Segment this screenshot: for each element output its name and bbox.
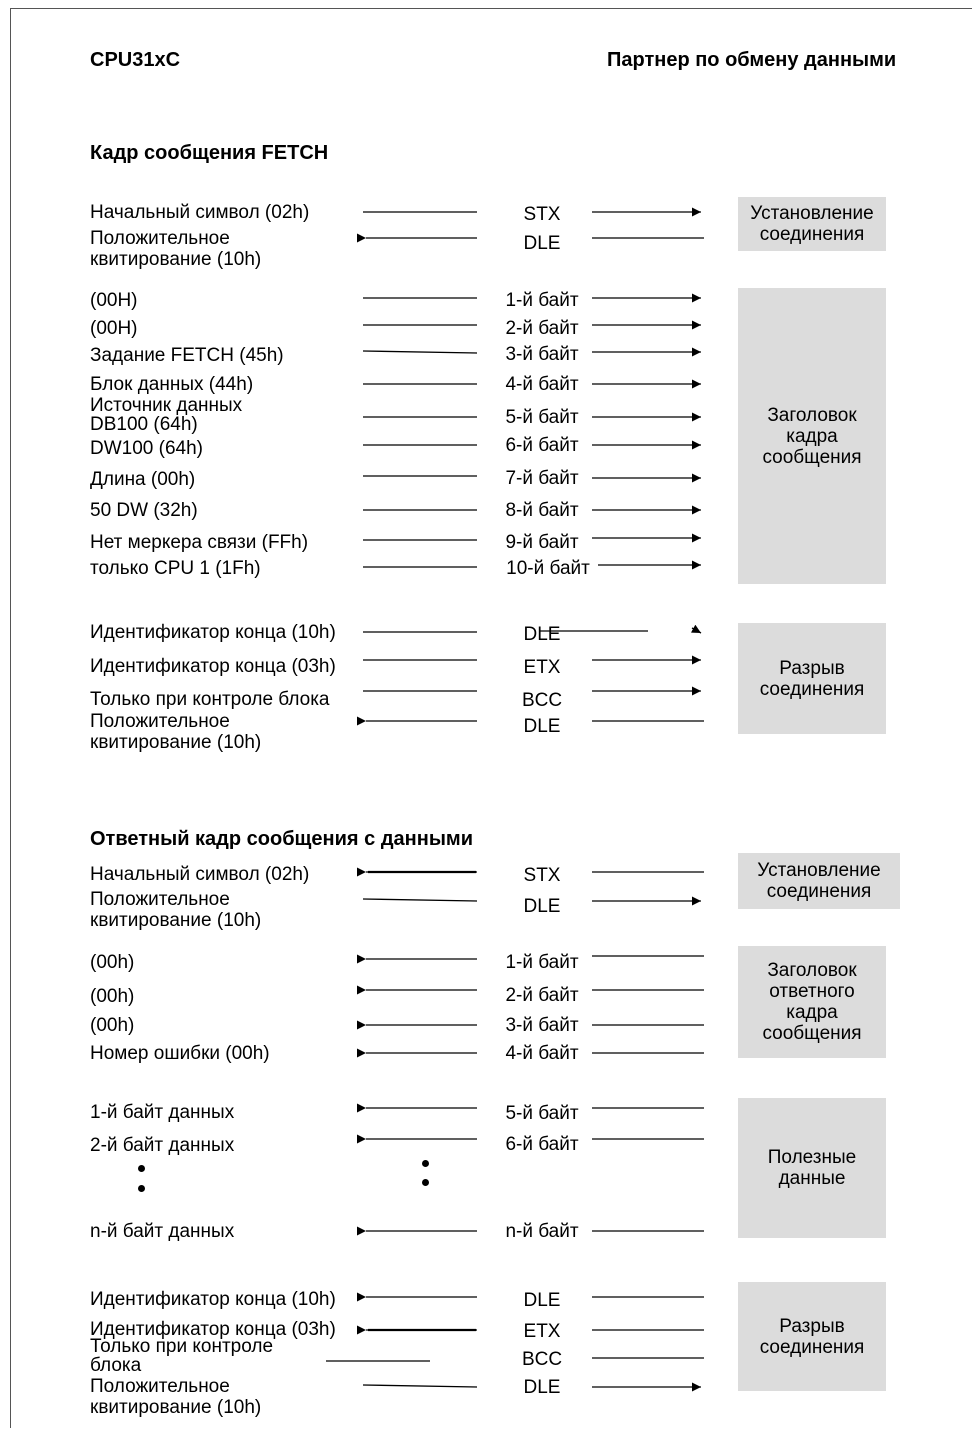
fetch-code: 9-й байт bbox=[505, 532, 579, 553]
reply-label: Начальный символ (02h) bbox=[90, 864, 310, 885]
fetch-label: только CPU 1 (1Fh) bbox=[90, 558, 261, 579]
line-left bbox=[362, 1384, 478, 1388]
frame-header-box: Заголовок кадра сообщения bbox=[738, 288, 886, 584]
reply-code: DLE bbox=[523, 1290, 561, 1311]
ellipsis-dot bbox=[422, 1179, 429, 1186]
fetch-code: 7-й байт bbox=[505, 468, 579, 489]
reply-code: 3-й байт bbox=[505, 1015, 579, 1036]
line-left bbox=[362, 898, 478, 902]
fetch-label: Положительное квитирование (10h) bbox=[90, 228, 262, 270]
fetch-label: Блок данных (44h) bbox=[90, 374, 254, 395]
fetch-label: Положительное квитирование (10h) bbox=[90, 711, 262, 753]
fetch-label: Задание FETCH (45h) bbox=[90, 345, 284, 366]
fetch-label: (00H) bbox=[90, 290, 138, 311]
reply-label: (00h) bbox=[90, 952, 135, 973]
ellipsis-dot bbox=[422, 1160, 429, 1167]
fetch-label: Длина (00h) bbox=[90, 469, 196, 490]
reply-code: BCC bbox=[521, 1349, 563, 1370]
reply-code: 6-й байт bbox=[505, 1134, 579, 1155]
reply-label: Положительное квитирование (10h) bbox=[90, 1376, 262, 1418]
fetch-code: DLE bbox=[523, 716, 561, 737]
reply-label: (00h) bbox=[90, 1015, 135, 1036]
reply-code: ETX bbox=[523, 1321, 561, 1342]
fetch-code: 8-й байт bbox=[505, 500, 579, 521]
reply-code: STX bbox=[523, 865, 561, 886]
connection-setup-box: Установление соединения bbox=[738, 197, 886, 251]
reply-connection-release-box: Разрыв соединения bbox=[738, 1282, 886, 1391]
fetch-label: Начальный символ (02h) bbox=[90, 202, 310, 223]
header-left: CPU31xC bbox=[90, 49, 181, 71]
fetch-title: Кадр сообщения FETCH bbox=[90, 142, 329, 164]
fetch-label: DW100 (64h) bbox=[90, 438, 203, 459]
fetch-label: Идентификатор конца (03h) bbox=[90, 656, 336, 677]
diagram-frame bbox=[10, 8, 972, 1428]
fetch-code: 4-й байт bbox=[505, 374, 579, 395]
fetch-label: (00H) bbox=[90, 318, 138, 339]
header-right: Партнер по обмену данными bbox=[607, 49, 897, 71]
reply-code: 5-й байт bbox=[505, 1103, 579, 1124]
fetch-code: DLE bbox=[523, 233, 561, 254]
fetch-label: Только при контроле блока bbox=[90, 689, 330, 710]
connection-release-box: Разрыв соединения bbox=[738, 623, 886, 734]
reply-label: n-й байт данных bbox=[90, 1221, 235, 1242]
reply-code: DLE bbox=[523, 896, 561, 917]
reply-frame-header-box: Заголовок ответного кадра сообщения bbox=[738, 946, 886, 1058]
reply-code: 4-й байт bbox=[505, 1043, 579, 1064]
reply-label: Идентификатор конца (10h) bbox=[90, 1289, 336, 1310]
reply-label: Положительное квитирование (10h) bbox=[90, 889, 262, 931]
ellipsis-dot bbox=[138, 1165, 145, 1172]
ellipsis-dot bbox=[138, 1185, 145, 1192]
reply-code: DLE bbox=[523, 1377, 561, 1398]
fetch-code: 10-й байт bbox=[506, 558, 590, 579]
fetch-code: BCC bbox=[521, 690, 563, 711]
reply-label: 1-й байт данных bbox=[90, 1102, 235, 1123]
fetch-code: 3-й байт bbox=[505, 344, 579, 365]
fetch-label: 50 DW (32h) bbox=[90, 500, 198, 521]
reply-code: n-й байт bbox=[505, 1221, 579, 1242]
reply-label: Номер ошибки (00h) bbox=[90, 1043, 270, 1064]
reply-label: 2-й байт данных bbox=[90, 1135, 235, 1156]
reply-label: Идентификатор конца (03h) bbox=[90, 1319, 336, 1340]
reply-code: 2-й байт bbox=[505, 985, 579, 1006]
fetch-code: 5-й байт bbox=[505, 407, 579, 428]
fetch-label: Нет меркера связи (FFh) bbox=[90, 532, 309, 553]
fetch-code: 6-й байт bbox=[505, 435, 579, 456]
fetch-code: 1-й байт bbox=[505, 290, 579, 311]
arrow-right bbox=[690, 624, 702, 634]
reply-label: Только при контроле блока bbox=[90, 1336, 274, 1376]
reply-connection-setup-box: Установление соединения bbox=[738, 853, 900, 909]
reply-label: (00h) bbox=[90, 986, 135, 1007]
fetch-label: Источник данных DB100 (64h) bbox=[90, 395, 243, 435]
reply-title: Ответный кадр сообщения с данными bbox=[90, 828, 473, 850]
fetch-code: DLE bbox=[523, 624, 561, 645]
fetch-code: STX bbox=[523, 204, 561, 225]
line-left bbox=[362, 350, 478, 354]
fetch-code: ETX bbox=[523, 657, 561, 678]
fetch-code: 2-й байт bbox=[505, 318, 579, 339]
fetch-label: Идентификатор конца (10h) bbox=[90, 622, 336, 643]
payload-box: Полезные данные bbox=[738, 1098, 886, 1238]
reply-code: 1-й байт bbox=[505, 952, 579, 973]
